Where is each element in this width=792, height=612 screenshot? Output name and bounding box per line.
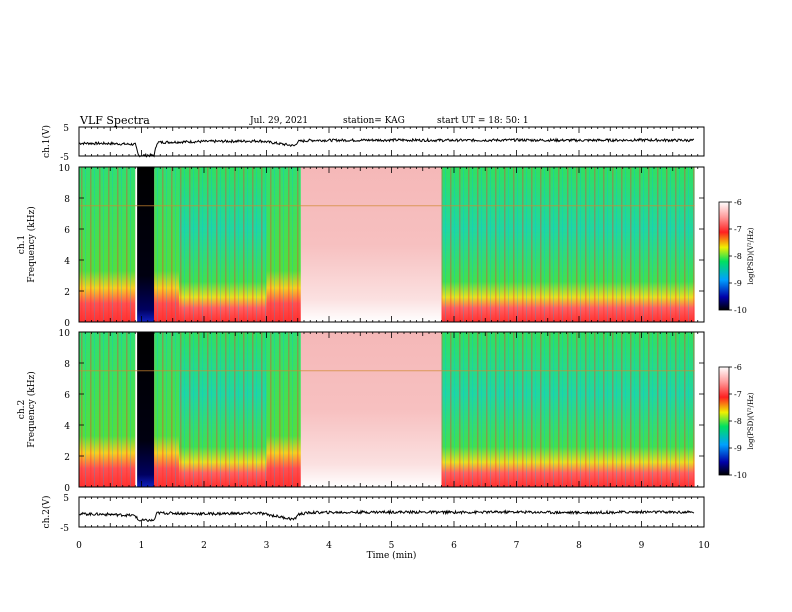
- station-label: station= KAG: [343, 116, 405, 126]
- y-tick-label: 4: [64, 257, 70, 267]
- spectrogram-texture: [179, 332, 267, 487]
- x-tick-label: 0: [76, 541, 82, 551]
- spectrogram-texture: [441, 167, 695, 322]
- y-tick-label: 5: [63, 494, 69, 504]
- colorbar-tick-label: -10: [734, 471, 747, 480]
- chart-title: VLF Spectra: [80, 114, 150, 127]
- waveform-line: [78, 137, 695, 158]
- colorbar-tick-label: -9: [734, 279, 742, 288]
- spectrogram-segment: [300, 167, 442, 322]
- date-label: Jul. 29, 2021: [250, 116, 309, 126]
- y-tick-label: 8: [64, 195, 70, 205]
- colorbar: [718, 201, 730, 311]
- spectrogram-segment: [300, 332, 442, 487]
- y-tick-label: 4: [64, 422, 70, 432]
- y-tick-label: 8: [64, 360, 70, 370]
- colorbar-tick-label: -10: [734, 306, 747, 315]
- y-axis-label: ch.2(V): [41, 496, 52, 529]
- y-tick-label: 2: [64, 288, 70, 298]
- colorbar-tick-label: -9: [734, 444, 742, 453]
- y-tick-label: -5: [60, 524, 69, 534]
- y-axis-label: ch.1: [17, 235, 27, 254]
- y-axis-label: ch.2: [17, 400, 27, 419]
- colorbar-tick-label: -6: [734, 363, 742, 372]
- x-tick-label: 10: [698, 541, 710, 551]
- y-axis-label: ch.1(V): [41, 125, 52, 158]
- x-tick-label: 9: [639, 541, 645, 551]
- x-axis-label: Time (min): [367, 550, 417, 561]
- colorbar-tick-label: -7: [734, 390, 742, 399]
- colorbar-tick-label: -7: [734, 225, 742, 234]
- x-tick-label: 4: [326, 541, 332, 551]
- spectrogram-texture: [266, 332, 301, 487]
- colorbar-label: log(PSD)(V²/Hz): [747, 227, 755, 284]
- colorbar-tick-label: -8: [734, 252, 742, 261]
- spectrogram-texture: [179, 167, 267, 322]
- spectrogram-segment: [137, 167, 154, 322]
- y-tick-label: 6: [64, 391, 70, 401]
- colorbar-label: log(PSD)(V²/Hz): [747, 392, 755, 449]
- x-tick-label: 2: [201, 541, 207, 551]
- y-tick-label: 2: [64, 453, 70, 463]
- spectrogram-texture: [154, 167, 179, 322]
- y-tick-label: 10: [59, 164, 71, 174]
- y-tick-label: 5: [63, 124, 69, 134]
- y-axis-label: Frequency (kHz): [26, 206, 37, 283]
- y-tick-label: 10: [59, 329, 71, 339]
- y-tick-label: 6: [64, 226, 70, 236]
- x-tick-label: 5: [389, 541, 395, 551]
- colorbar-tick-label: -8: [734, 417, 742, 426]
- x-tick-label: 1: [139, 541, 145, 551]
- waveform-line: [78, 509, 695, 523]
- spectrogram-texture: [441, 332, 695, 487]
- x-tick-label: 8: [576, 541, 582, 551]
- x-tick-label: 7: [514, 541, 520, 551]
- start-time-label: start UT = 18: 50: 1: [437, 116, 529, 126]
- y-tick-label: 0: [64, 484, 70, 494]
- spectrogram-texture: [154, 332, 179, 487]
- y-axis-label: Frequency (kHz): [26, 371, 37, 448]
- spectrogram-texture: [266, 167, 301, 322]
- y-tick-label: 0: [64, 319, 70, 329]
- colorbar-tick-label: -6: [734, 198, 742, 207]
- x-tick-label: 3: [264, 541, 270, 551]
- spectrogram-texture: [79, 167, 136, 322]
- y-tick-label: -5: [60, 153, 69, 163]
- colorbar: [718, 366, 730, 476]
- spectrogram-segment: [137, 332, 154, 487]
- spectrogram-texture: [79, 332, 136, 487]
- x-tick-label: 6: [451, 541, 457, 551]
